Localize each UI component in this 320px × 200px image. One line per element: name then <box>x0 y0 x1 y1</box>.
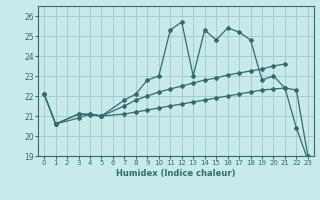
X-axis label: Humidex (Indice chaleur): Humidex (Indice chaleur) <box>116 169 236 178</box>
